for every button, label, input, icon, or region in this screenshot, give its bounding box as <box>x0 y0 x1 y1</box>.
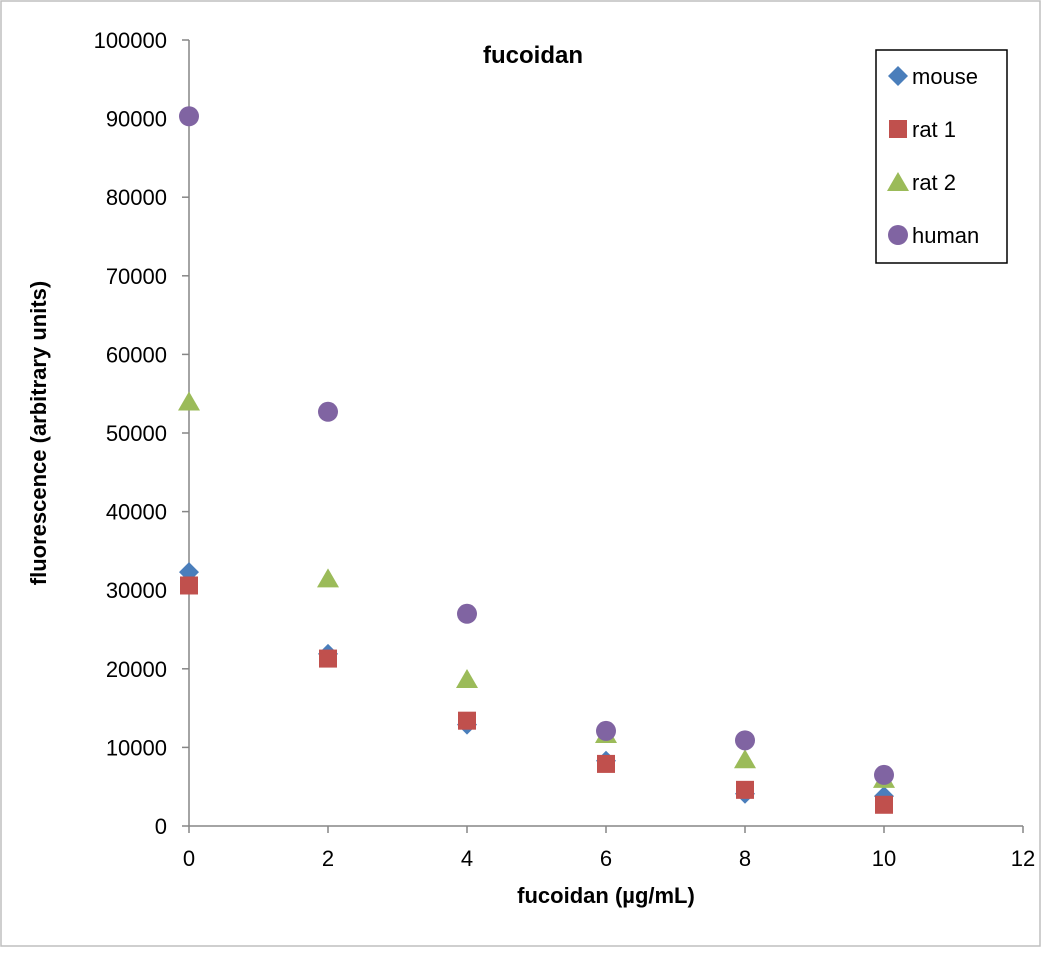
x-tick-label: 10 <box>872 846 896 871</box>
x-tick-label: 0 <box>183 846 195 871</box>
y-tick-label: 60000 <box>106 342 167 367</box>
legend-marker <box>889 120 907 138</box>
series-human <box>179 106 894 785</box>
data-point <box>736 780 754 799</box>
series-rat-1 <box>180 576 893 814</box>
chart-title: fucoidan <box>483 42 583 69</box>
legend-label: human <box>912 223 979 248</box>
data-point <box>317 568 339 588</box>
legend-marker <box>887 172 909 191</box>
legend-label: mouse <box>912 64 978 89</box>
y-tick-label: 90000 <box>106 107 167 132</box>
data-point <box>180 576 198 595</box>
data-point <box>456 669 478 689</box>
data-point <box>179 106 199 127</box>
x-axis-title: fucoidan (µg/mL) <box>517 883 695 908</box>
data-point <box>875 795 893 814</box>
x-tick-label: 12 <box>1011 846 1035 871</box>
y-tick-label: 0 <box>155 814 167 839</box>
y-tick-label: 100000 <box>94 28 167 53</box>
y-axis-title: fluorescence (arbitrary units) <box>26 281 51 585</box>
data-point <box>734 749 756 769</box>
y-tick-label: 50000 <box>106 421 167 446</box>
y-tick-label: 40000 <box>106 500 167 525</box>
x-tick-label: 8 <box>739 846 751 871</box>
data-points <box>178 106 895 814</box>
y-ticks: 0 10000 20000 30000 40000 50000 60000 70000 8000… <box>94 28 189 839</box>
data-point <box>596 720 616 741</box>
data-point <box>178 391 200 411</box>
data-point <box>735 730 755 751</box>
legend: mouse rat 1 rat 2 human <box>875 49 1008 264</box>
y-tick-label: 20000 <box>106 657 167 682</box>
y-tick-label: 70000 <box>106 264 167 289</box>
data-point <box>318 401 338 422</box>
x-tick-label: 2 <box>322 846 334 871</box>
legend-marker <box>888 66 908 86</box>
x-tick-label: 4 <box>461 846 473 871</box>
data-point <box>319 649 337 668</box>
data-point <box>457 603 477 624</box>
x-ticks: 0 2 4 6 8 10 12 <box>183 826 1035 871</box>
y-tick-label: 80000 <box>106 185 167 210</box>
x-tick-label: 6 <box>600 846 612 871</box>
data-point <box>597 754 615 773</box>
data-point <box>874 764 894 785</box>
legend-marker <box>888 225 908 245</box>
legend-label: rat 2 <box>912 170 956 195</box>
y-tick-label: 30000 <box>106 578 167 603</box>
legend-label: rat 1 <box>912 117 956 142</box>
data-point <box>458 711 476 730</box>
y-tick-label: 10000 <box>106 735 167 760</box>
